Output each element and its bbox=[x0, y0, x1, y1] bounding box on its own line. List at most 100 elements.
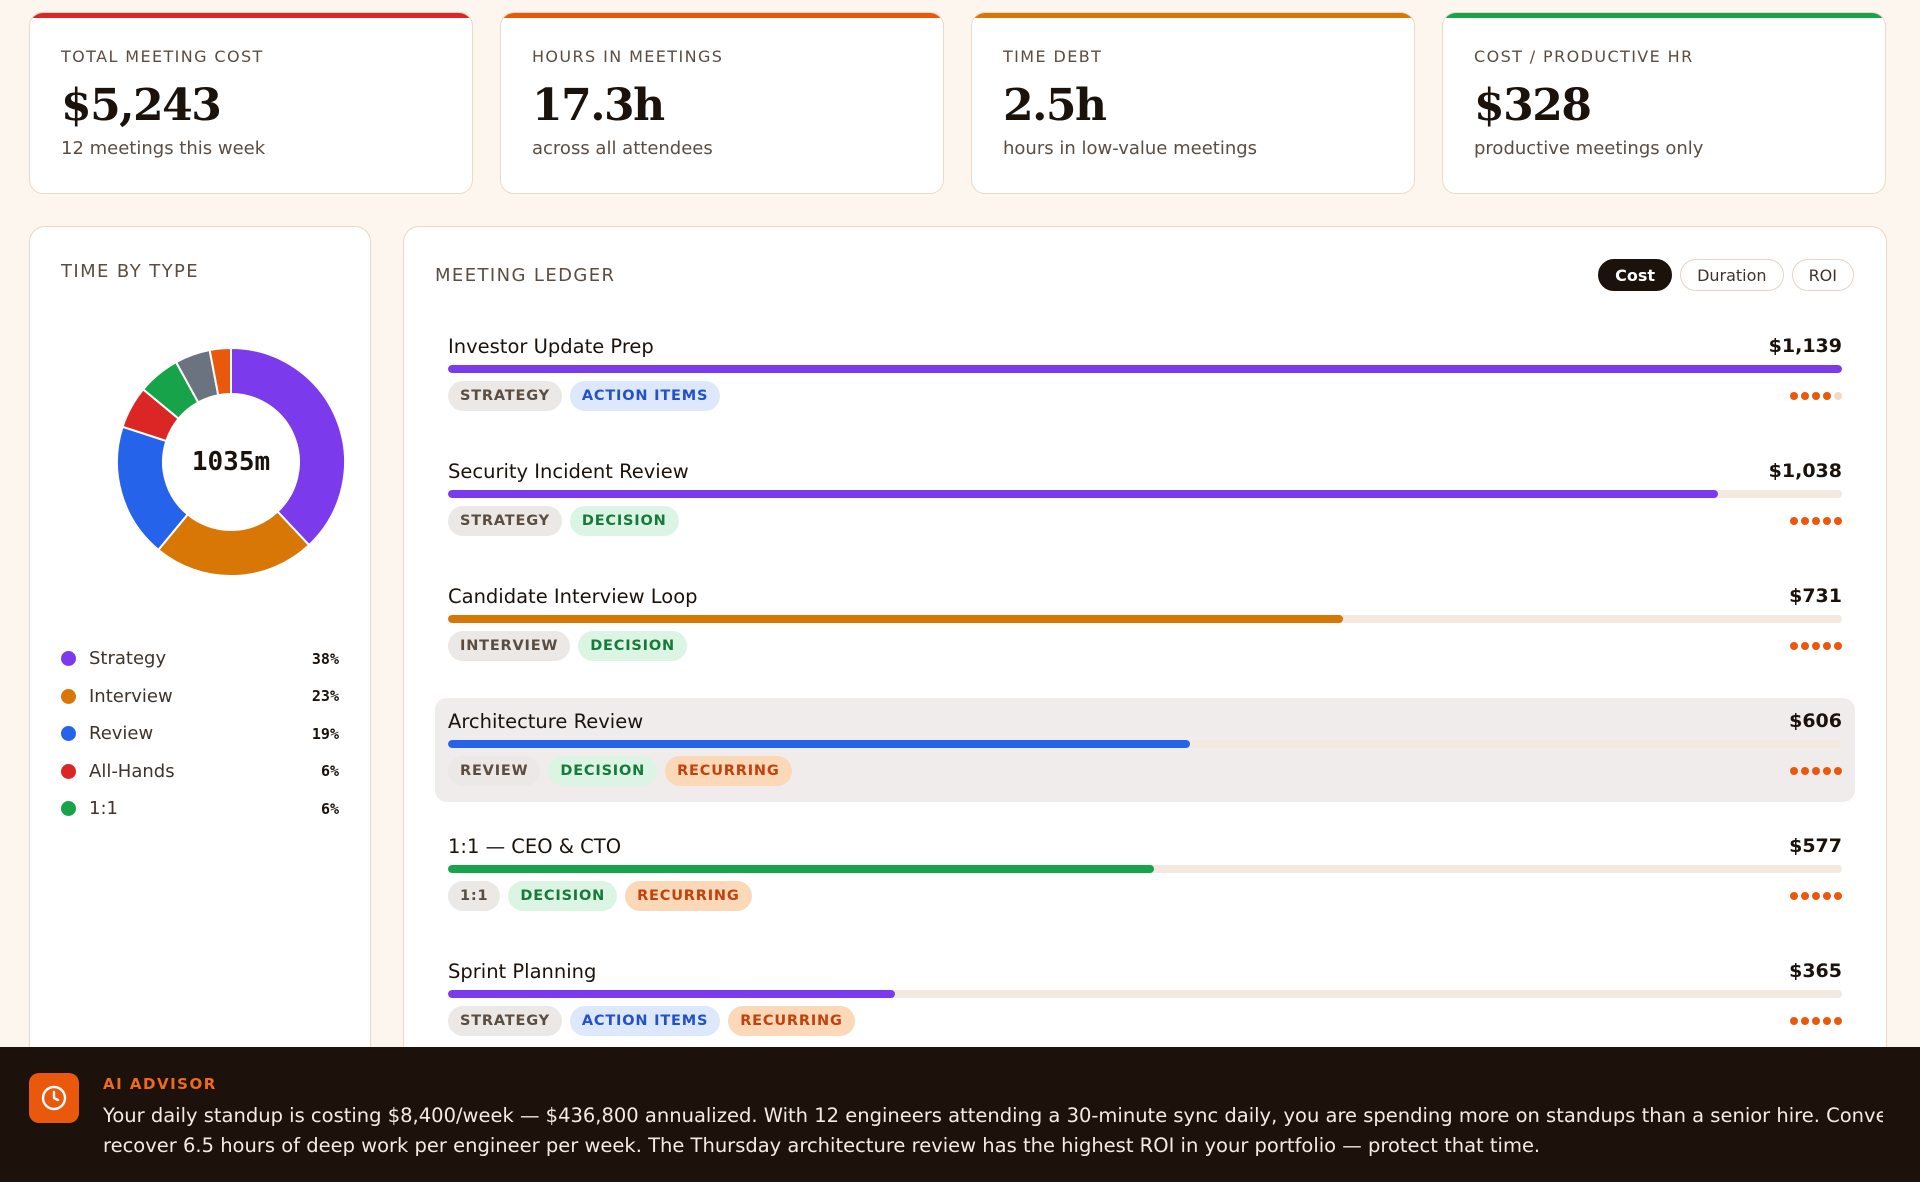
ledger-row-header: Security Incident Review $1,038 bbox=[448, 456, 1842, 486]
tag-badge: RECURRING bbox=[665, 756, 792, 786]
ledger-row[interactable]: 1:1 — CEO & CTO $577 1:1 DECISION RECURRING bbox=[435, 823, 1855, 927]
kpi-accent-bar bbox=[972, 13, 1414, 18]
ledger-row-header: Investor Update Prep $1,139 bbox=[448, 331, 1842, 361]
kpi-cost-per-productive-hour: COST / PRODUCTIVE HR $328 productive mee… bbox=[1442, 12, 1886, 194]
kpi-subtext: productive meetings only bbox=[1474, 138, 1704, 159]
kpi-subtext: 12 meetings this week bbox=[61, 138, 266, 159]
rating-dot bbox=[1823, 392, 1831, 400]
tag-badge: STRATEGY bbox=[448, 381, 562, 411]
cost-bar-fill bbox=[448, 740, 1190, 748]
rating-dot bbox=[1812, 767, 1820, 775]
kpi-value: $328 bbox=[1474, 80, 1592, 131]
kpi-hours-in-meetings: HOURS IN MEETINGS 17.3h across all atten… bbox=[500, 12, 944, 194]
rating-dot bbox=[1823, 892, 1831, 900]
advisor-message-line: Your daily standup is costing $8,400/wee… bbox=[103, 1104, 1883, 1127]
kpi-time-debt: TIME DEBT 2.5h hours in low-value meetin… bbox=[971, 12, 1415, 194]
legend-item-all-hands: All-Hands 6% bbox=[61, 753, 339, 791]
ledger-row-footer: INTERVIEW DECISION bbox=[448, 631, 1842, 661]
rating-dot bbox=[1812, 892, 1820, 900]
rating-dot bbox=[1790, 392, 1798, 400]
ledger-row[interactable]: Security Incident Review $1,038 STRATEGY DE… bbox=[435, 448, 1855, 552]
legend-name: Interview bbox=[89, 685, 173, 707]
ledger-row[interactable]: Investor Update Prep $1,139 STRATEGY ACTION… bbox=[435, 323, 1855, 427]
roi-rating bbox=[1790, 642, 1842, 650]
legend-name: 1:1 bbox=[89, 798, 118, 820]
legend-item-strategy: Strategy 38% bbox=[61, 640, 339, 678]
meeting-name: Sprint Planning bbox=[448, 959, 597, 983]
clock-icon bbox=[29, 1073, 79, 1123]
rating-dot bbox=[1823, 517, 1831, 525]
kpi-accent-bar bbox=[30, 13, 472, 18]
tag-list: STRATEGY DECISION bbox=[448, 506, 679, 536]
meeting-name: 1:1 — CEO & CTO bbox=[448, 834, 622, 858]
legend-item-review: Review 19% bbox=[61, 715, 339, 753]
advisor-message: Your daily standup is costing $8,400/wee… bbox=[103, 1101, 1883, 1161]
kpi-label: COST / PRODUCTIVE HR bbox=[1474, 47, 1694, 66]
tag-badge: INTERVIEW bbox=[448, 631, 571, 661]
roi-rating bbox=[1790, 1017, 1842, 1025]
tag-list: REVIEW DECISION RECURRING bbox=[448, 756, 792, 786]
rating-dot bbox=[1801, 517, 1809, 525]
rating-dot bbox=[1801, 1017, 1809, 1025]
kpi-value: 2.5h bbox=[1003, 80, 1107, 131]
ledger-row-footer: REVIEW DECISION RECURRING bbox=[448, 756, 1842, 786]
tag-list: STRATEGY ACTION ITEMS RECURRING bbox=[448, 1006, 855, 1036]
rating-dot bbox=[1812, 1017, 1820, 1025]
rating-dot bbox=[1801, 767, 1809, 775]
tag-list: INTERVIEW DECISION bbox=[448, 631, 687, 661]
rating-dot bbox=[1812, 517, 1820, 525]
kpi-value: 17.3h bbox=[532, 80, 665, 131]
panel-title: MEETING LEDGER bbox=[435, 265, 616, 286]
rating-dot bbox=[1801, 892, 1809, 900]
advisor-label: AI ADVISOR bbox=[103, 1075, 217, 1093]
cost-bar-track bbox=[448, 365, 1842, 373]
donut-chart: 1035m bbox=[111, 342, 351, 582]
ledger-row-header: 1:1 — CEO & CTO $577 bbox=[448, 831, 1842, 861]
roi-rating bbox=[1790, 392, 1842, 400]
tag-badge: STRATEGY bbox=[448, 506, 562, 536]
donut-total: 1035m bbox=[191, 447, 271, 477]
kpi-row: TOTAL MEETING COST $5,243 12 meetings th… bbox=[29, 12, 1886, 194]
cost-bar-track bbox=[448, 990, 1842, 998]
rating-dot bbox=[1801, 642, 1809, 650]
donut-svg bbox=[116, 346, 346, 577]
sort-roi-button[interactable]: ROI bbox=[1791, 259, 1854, 291]
legend-name: All-Hands bbox=[89, 760, 175, 782]
tag-badge: REVIEW bbox=[448, 756, 541, 786]
ledger-row[interactable]: Sprint Planning $365 STRATEGY ACTION ITEMS R… bbox=[435, 948, 1855, 1052]
meeting-cost: $606 bbox=[1789, 710, 1842, 732]
rating-dot bbox=[1834, 892, 1842, 900]
ledger-row-footer: STRATEGY ACTION ITEMS RECURRING bbox=[448, 1006, 1842, 1036]
tag-badge: RECURRING bbox=[728, 1006, 855, 1036]
ledger-rows: Investor Update Prep $1,139 STRATEGY ACTION… bbox=[435, 323, 1855, 1073]
ledger-row[interactable]: Candidate Interview Loop $731 INTERVIEW DEC… bbox=[435, 573, 1855, 677]
roi-rating bbox=[1790, 517, 1842, 525]
tag-badge: RECURRING bbox=[625, 881, 752, 911]
rating-dot bbox=[1790, 517, 1798, 525]
tag-list: 1:1 DECISION RECURRING bbox=[448, 881, 752, 911]
kpi-accent-bar bbox=[1443, 13, 1885, 18]
rating-dot bbox=[1812, 642, 1820, 650]
tag-badge: DECISION bbox=[569, 506, 679, 536]
tag-badge: DECISION bbox=[508, 881, 618, 911]
legend-dot bbox=[61, 801, 76, 817]
sort-duration-button[interactable]: Duration bbox=[1680, 259, 1784, 291]
ledger-row-footer: 1:1 DECISION RECURRING bbox=[448, 881, 1842, 911]
rating-dot bbox=[1834, 392, 1842, 400]
tag-badge: DECISION bbox=[548, 756, 658, 786]
advisor-message-line: recover 6.5 hours of deep work per engin… bbox=[103, 1134, 1541, 1157]
sort-cost-button[interactable]: Cost bbox=[1598, 259, 1673, 291]
time-by-type-panel: TIME BY TYPE 1035m Strategy 38% Intervie… bbox=[29, 226, 371, 1126]
rating-dot bbox=[1790, 767, 1798, 775]
ledger-row[interactable]: Architecture Review $606 REVIEW DECISION REC… bbox=[435, 698, 1855, 802]
rating-dot bbox=[1790, 1017, 1798, 1025]
legend-dot bbox=[61, 763, 76, 779]
rating-dot bbox=[1823, 642, 1831, 650]
legend-pct: 38% bbox=[311, 649, 339, 668]
panel-title: TIME BY TYPE bbox=[61, 261, 200, 282]
meeting-name: Candidate Interview Loop bbox=[448, 584, 698, 608]
meeting-cost: $577 bbox=[1789, 835, 1842, 857]
cost-bar-fill bbox=[448, 365, 1842, 373]
rating-dot bbox=[1834, 517, 1842, 525]
legend-pct: 19% bbox=[311, 724, 339, 743]
